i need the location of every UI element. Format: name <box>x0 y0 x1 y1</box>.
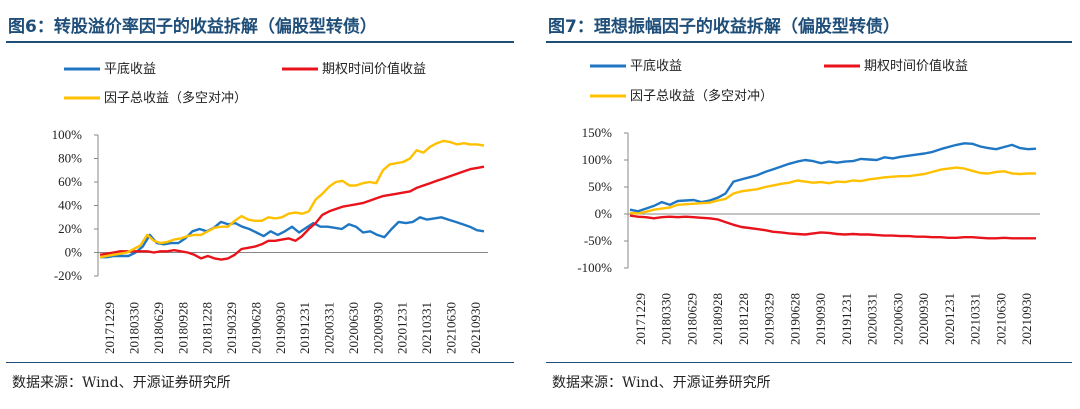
legend-label-red: 期权时间价值收益 <box>322 61 426 77</box>
x-tick-label: 20190930 <box>813 293 828 345</box>
x-tick-label: 20210331 <box>419 302 434 354</box>
legend-label-blue: 平底收益 <box>630 58 682 74</box>
x-tick-label: 20201231 <box>395 302 410 354</box>
y-tick-label: 0% <box>595 206 613 221</box>
figure-6-chart: -20% 0% 20% 40% 60% 80% 100% 20171229 20180330 20… <box>52 61 488 354</box>
legend-label-red: 期权时间价值收益 <box>864 58 968 74</box>
x-tick-label: 20210630 <box>443 302 458 354</box>
y-tick-label: 60% <box>58 174 82 189</box>
legend-label-yellow: 因子总收益（多空对冲） <box>104 90 247 106</box>
figure-6-bottom-rule <box>6 362 514 363</box>
x-tick-label: 20200331 <box>322 302 337 354</box>
series-line-blue <box>100 216 485 259</box>
x-tick-label: 20180330 <box>127 302 142 354</box>
series-line-yellow <box>629 166 1036 215</box>
x-tick-label: 20200930 <box>370 302 385 354</box>
figure-7-chart: -100% -50% 0% 50% 100% 150% 20171229 20180330 20… <box>577 58 1040 345</box>
figure-6-title-rule <box>6 41 514 43</box>
x-tick-label: 20190930 <box>273 302 288 354</box>
series-line-red <box>99 165 485 261</box>
x-tick-label: 20191231 <box>297 302 312 354</box>
x-tick-label: 20210930 <box>1019 293 1034 345</box>
y-tick-label: 100% <box>582 152 613 167</box>
legend-label-blue: 平底收益 <box>104 61 156 77</box>
y-tick-label: 80% <box>58 151 82 166</box>
y-tick-label: 40% <box>58 198 82 213</box>
figure-6-title: 图6：转股溢价率因子的收益拆解（偏股型转债） <box>8 17 377 37</box>
x-tick-label: 20180928 <box>175 302 190 354</box>
x-tick-label: 20180629 <box>151 302 166 354</box>
x-tick-label: 20190329 <box>762 293 777 345</box>
x-tick-label: 20181228 <box>736 293 751 345</box>
x-tick-label: 20180928 <box>710 293 725 345</box>
y-tick-label: -50% <box>584 233 612 248</box>
y-tick-label: -100% <box>577 260 612 275</box>
x-tick-label: 20190329 <box>224 302 239 354</box>
x-tick-label: 20210930 <box>468 302 483 354</box>
series-line-yellow <box>99 139 485 259</box>
x-tick-label: 20191231 <box>839 293 854 345</box>
x-tick-label: 20200630 <box>346 302 361 354</box>
figure-7-title: 图7：理想振幅因子的收益拆解（偏股型转债） <box>548 17 900 37</box>
x-tick-label: 20201231 <box>942 293 957 345</box>
figure-7-panel: 图7：理想振幅因子的收益拆解（偏股型转债） -100% -50% 0% 50% 100%… <box>540 0 1080 409</box>
series-line-red <box>629 214 1036 240</box>
x-tick-label: 20200630 <box>890 293 905 345</box>
figure-6-panel: 图6：转股溢价率因子的收益拆解（偏股型转债） -20% 0% 20% 40% 60% 80… <box>0 0 520 409</box>
x-tick-label: 20190628 <box>248 302 263 354</box>
x-tick-label: 20200930 <box>916 293 931 345</box>
x-tick-label: 20200331 <box>865 293 880 345</box>
y-tick-label: 100% <box>52 127 83 142</box>
y-tick-label: 20% <box>58 221 82 236</box>
x-tick-label: 20210630 <box>993 293 1008 345</box>
y-tick-label: 150% <box>582 125 613 140</box>
figure-7-title-rule <box>546 41 1072 43</box>
x-tick-label: 20181228 <box>200 302 215 354</box>
figure-7-bottom-rule <box>546 362 1072 363</box>
series-line-blue <box>629 142 1037 213</box>
x-tick-label: 20171229 <box>102 302 117 354</box>
x-tick-label: 20190628 <box>787 293 802 345</box>
x-tick-label: 20180330 <box>659 293 674 345</box>
y-tick-label: 50% <box>588 179 612 194</box>
legend-label-yellow: 因子总收益（多空对冲） <box>630 88 773 104</box>
y-tick-label: 0% <box>65 245 83 260</box>
y-tick-label: -20% <box>54 268 82 283</box>
figure-7-source: 数据来源：Wind、开源证券研究所 <box>552 375 771 391</box>
x-tick-label: 20171229 <box>633 293 648 345</box>
x-tick-label: 20180629 <box>684 293 699 345</box>
figure-6-source: 数据来源：Wind、开源证券研究所 <box>12 375 231 391</box>
x-tick-label: 20210331 <box>968 293 983 345</box>
